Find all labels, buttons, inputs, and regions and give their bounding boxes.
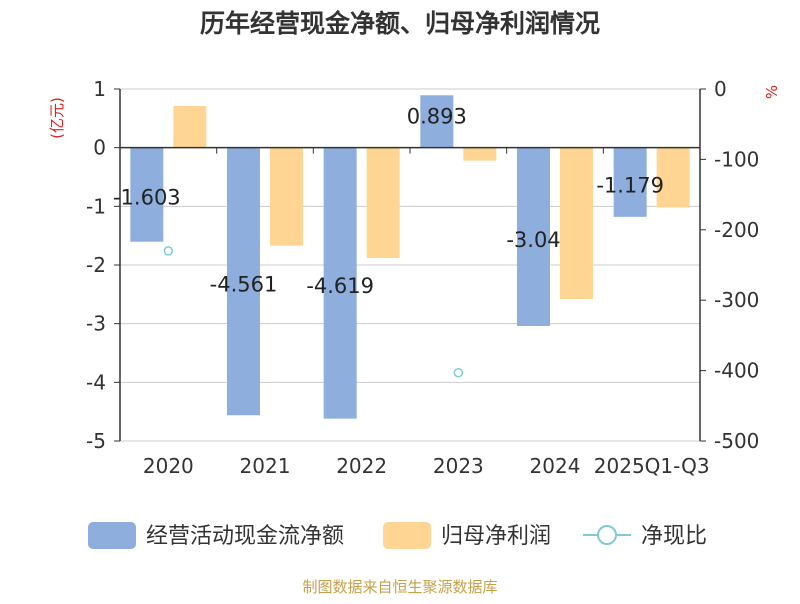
x-tick-label: 2022: [336, 454, 387, 478]
chart-title: 历年经营现金净额、归母净利润情况: [200, 9, 600, 38]
legend: 经营活动现金流净额 归母净利润 净现比: [88, 522, 707, 549]
y-right-tick-label: -200: [714, 218, 759, 242]
x-tick-label: 2025Q1-Q3: [594, 454, 710, 478]
y-left-tick-label: -1: [86, 194, 106, 218]
axes-layer: 1 0 -1 -2 -3 -4 -5 0 -100 -200 -300 -400 -500 2020 202…: [86, 77, 759, 478]
bar-cashflow: [517, 147, 550, 327]
bar-cashflow: [323, 147, 357, 419]
source-note: 制图数据来自恒生聚源数据库: [302, 578, 497, 596]
x-tick-label: 2024: [530, 454, 581, 478]
bars-layer: [130, 95, 690, 419]
legend-label: 归母净利润: [441, 524, 551, 549]
data-labels-layer: -1.603 -4.561 -4.619 0.893 -3.04 -1.179: [113, 104, 664, 298]
legend-swatch: [88, 522, 136, 549]
y-right-tick-label: -500: [714, 429, 759, 453]
bar-cashflow: [420, 95, 454, 148]
ratio-point: [453, 367, 464, 378]
legend-item: 经营活动现金流净额: [88, 522, 344, 549]
bar-netprofit: [366, 147, 400, 258]
y-left-tick-label: 0: [93, 136, 106, 160]
x-tick-label: 2023: [433, 454, 484, 478]
y-left-tick-label: -5: [86, 429, 106, 453]
x-tick-label: 2021: [240, 454, 291, 478]
data-label: -3.04: [506, 228, 560, 252]
bar-netprofit: [560, 147, 593, 300]
data-label: -4.619: [306, 274, 374, 298]
y-axis-right-label: %: [763, 85, 781, 99]
bar-netprofit: [173, 106, 207, 148]
x-tick-label: 2020: [143, 454, 194, 478]
y-right-tick-label: -400: [714, 359, 759, 383]
data-label: -1.603: [113, 186, 181, 210]
y-right-tick-label: 0: [714, 77, 727, 101]
legend-label: 经营活动现金流净额: [146, 524, 344, 549]
legend-swatch-marker: [597, 525, 617, 545]
bar-cashflow: [613, 147, 647, 217]
bar-cashflow: [227, 147, 260, 416]
legend-item: 归母净利润: [383, 522, 551, 549]
y-left-tick-label: -3: [86, 312, 106, 336]
y-left-tick-label: 1: [93, 77, 106, 101]
bar-cashflow: [130, 147, 164, 242]
data-label: 0.893: [407, 104, 467, 128]
ratio-point: [163, 246, 174, 256]
legend-swatch: [383, 522, 431, 549]
bar-netprofit: [463, 147, 497, 161]
legend-label: 净现比: [641, 524, 707, 549]
legend-item: 净现比: [583, 524, 707, 549]
gridlines: [120, 88, 700, 442]
points-layer: [163, 246, 464, 378]
data-label: -4.561: [210, 272, 278, 296]
y-axis-left-label: (亿元): [48, 97, 66, 139]
y-left-tick-label: -2: [86, 253, 106, 277]
data-label: -1.179: [596, 173, 664, 197]
bar-netprofit: [656, 147, 690, 208]
y-left-tick-label: -4: [86, 370, 106, 394]
y-right-tick-label: -100: [714, 147, 759, 171]
bar-netprofit: [270, 147, 303, 246]
y-right-tick-label: -300: [714, 288, 759, 312]
